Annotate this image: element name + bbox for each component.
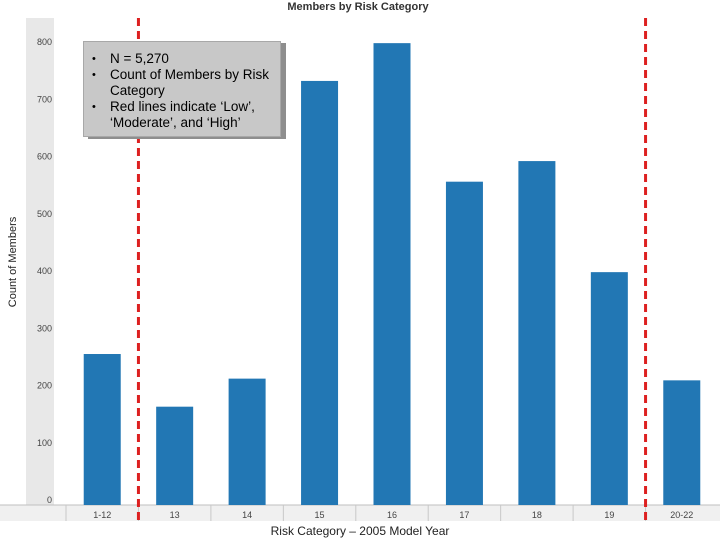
annotation-line-red-lines: Red lines indicate ‘Low’, ‘Moderate’, an… xyxy=(92,99,276,131)
x-axis-band xyxy=(0,505,720,521)
y-tick-label: 500 xyxy=(37,209,52,219)
x-tick-label: 18 xyxy=(532,510,542,520)
bar xyxy=(156,406,194,505)
x-axis-ticks: 1-12 13 14 15 16 17 18 19 20-22 xyxy=(65,505,693,521)
y-axis-ticks: 0 100 200 300 400 500 600 700 800 xyxy=(37,37,52,505)
y-tick-label: 0 xyxy=(47,495,52,505)
x-tick-label: 20-22 xyxy=(670,510,693,520)
bar xyxy=(663,380,701,505)
bar xyxy=(228,378,266,505)
x-tick-label: 17 xyxy=(459,510,469,520)
x-tick-label: 13 xyxy=(170,510,180,520)
y-tick-label: 700 xyxy=(37,94,52,104)
y-tick-label: 600 xyxy=(37,152,52,162)
bar xyxy=(445,181,483,505)
bar xyxy=(518,161,556,505)
x-tick-label: 15 xyxy=(315,510,325,520)
bar xyxy=(590,272,628,505)
bar xyxy=(83,354,121,505)
chart-title: Members by Risk Category xyxy=(287,1,429,13)
x-tick-label: 14 xyxy=(242,510,252,520)
x-tick-label: 19 xyxy=(604,510,614,520)
y-tick-label: 400 xyxy=(37,266,52,276)
bar xyxy=(301,80,339,506)
y-axis-band xyxy=(26,18,54,505)
y-tick-label: 200 xyxy=(37,381,52,391)
y-tick-label: 300 xyxy=(37,323,52,333)
annotation-line-n: N = 5,270 xyxy=(92,51,276,67)
annotation-line-count: Count of Members by Risk Category xyxy=(92,67,276,99)
y-axis-label: Count of Members xyxy=(7,216,19,307)
x-tick-label: 1-12 xyxy=(93,510,111,520)
x-tick-label: 16 xyxy=(387,510,397,520)
bar xyxy=(373,43,411,506)
y-tick-label: 800 xyxy=(37,37,52,47)
y-tick-label: 100 xyxy=(37,438,52,448)
bars xyxy=(83,43,701,506)
annotation-box: N = 5,270 Count of Members by Risk Categ… xyxy=(83,41,281,137)
x-axis-label: Risk Category – 2005 Model Year xyxy=(271,524,450,538)
